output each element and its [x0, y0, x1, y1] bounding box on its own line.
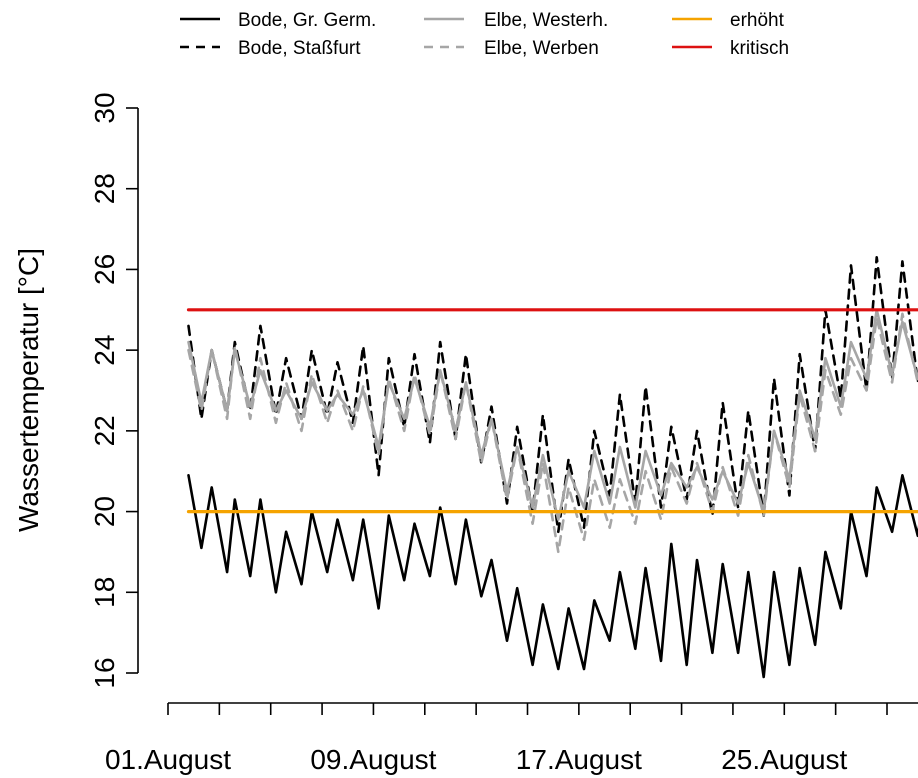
y-tick-label-16: 16 — [89, 657, 120, 688]
y-tick-label-26: 26 — [89, 254, 120, 285]
x-tick-label: 01.August — [105, 744, 231, 775]
y-tick-label-20: 20 — [89, 496, 120, 527]
series-line-3 — [187, 312, 918, 554]
x-axis: 01.August 09.August 17.August 25.August — [105, 702, 918, 775]
legend-label-elbe-westerh: Elbe, Westerh. — [484, 10, 608, 31]
y-tick-label-22: 22 — [89, 415, 120, 446]
y-tick-label-24: 24 — [89, 335, 120, 366]
legend-label-bode-stassfurt: Bode, Staßfurt — [238, 38, 361, 59]
plot-area — [186, 256, 918, 679]
x-tick-label: 25.August — [721, 744, 847, 775]
legend-label-bode-gr-germ: Bode, Gr. Germ. — [238, 10, 376, 31]
x-tick-label: 09.August — [310, 744, 436, 775]
y-tick-label-18: 18 — [89, 577, 120, 608]
y-tick-label-28: 28 — [89, 173, 120, 204]
y-tick-label-30: 30 — [89, 92, 120, 123]
series-line-2 — [187, 308, 918, 521]
legend-label-elbe-werben: Elbe, Werben — [484, 38, 599, 59]
y-axis: 16 18 20 22 24 26 28 30 — [89, 92, 139, 689]
x-tick-label: 17.August — [516, 744, 642, 775]
legend-label-erhoeht: erhöht — [730, 10, 785, 31]
y-axis-title: Wassertemperatur [°C] — [13, 248, 44, 532]
legend: Bode, Gr. Germ. Bode, Staßfurt Elbe, Wes… — [180, 10, 789, 59]
legend-label-kritisch: kritisch — [730, 38, 789, 59]
